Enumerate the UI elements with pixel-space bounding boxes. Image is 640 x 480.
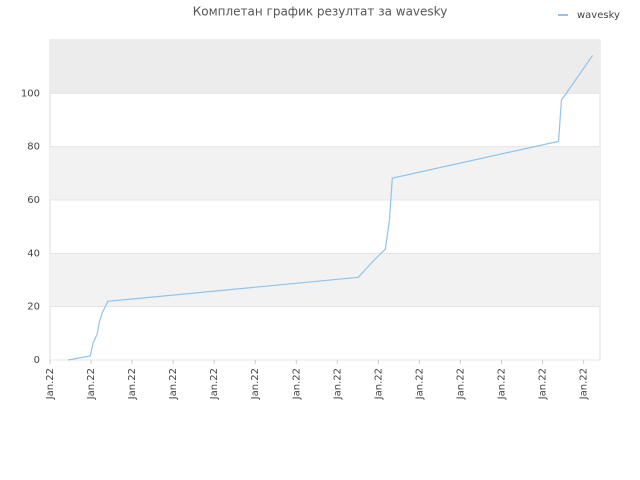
y-tick-label: 100 bbox=[21, 88, 40, 99]
x-tick-label: Jan.22 bbox=[291, 368, 302, 400]
x-tick-label: Jan.22 bbox=[250, 368, 261, 400]
chart-title: Комплетан график резултат за wavesky bbox=[193, 5, 448, 19]
x-tick-label: Jan.22 bbox=[86, 368, 97, 400]
legend-label: wavesky bbox=[577, 10, 620, 21]
data-line bbox=[67, 55, 594, 361]
x-tick-label: Jan.22 bbox=[332, 368, 343, 400]
x-tick-label: Jan.22 bbox=[168, 368, 179, 400]
y-tick-label: 40 bbox=[27, 248, 40, 259]
x-tick-label: Jan.22 bbox=[455, 368, 466, 400]
plot-band bbox=[50, 40, 600, 94]
plot-band bbox=[50, 146, 600, 200]
x-tick-label: Jan.22 bbox=[496, 368, 507, 400]
x-tick-label: Jan.22 bbox=[45, 368, 56, 400]
x-tick-label: Jan.22 bbox=[127, 368, 138, 400]
y-tick-label: 0 bbox=[34, 355, 40, 366]
x-tick-label: Jan.22 bbox=[209, 368, 220, 400]
x-tick-label: Jan.22 bbox=[579, 368, 590, 400]
x-tick-label: Jan.22 bbox=[373, 368, 384, 400]
y-tick-label: 60 bbox=[27, 195, 40, 206]
y-tick-label: 20 bbox=[27, 302, 40, 313]
x-tick-label: Jan.22 bbox=[538, 368, 549, 400]
x-tick-label: Jan.22 bbox=[414, 368, 425, 400]
y-tick-label: 80 bbox=[27, 142, 40, 153]
